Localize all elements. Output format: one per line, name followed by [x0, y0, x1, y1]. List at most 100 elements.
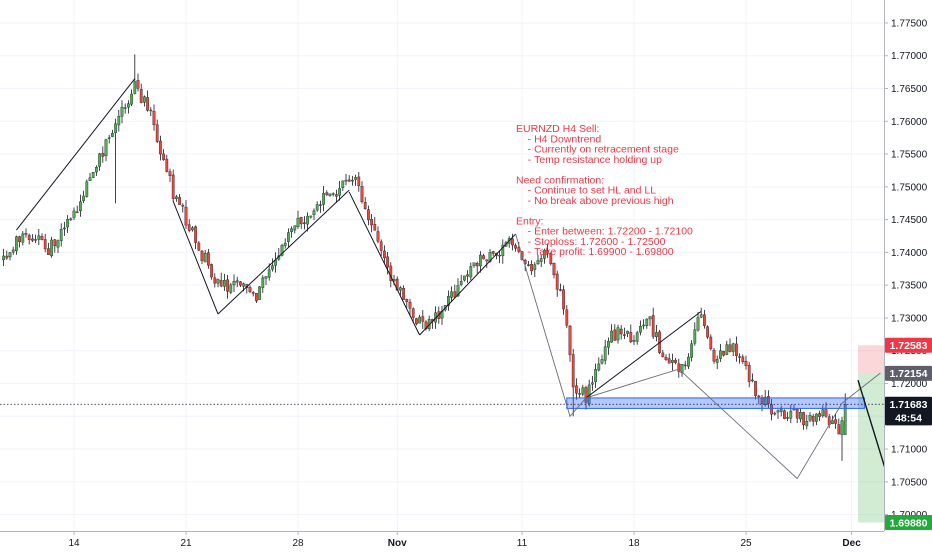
candle[interactable] [565, 305, 569, 329]
candle[interactable] [680, 363, 684, 377]
candle[interactable] [130, 89, 133, 106]
candle[interactable] [255, 293, 258, 304]
candle[interactable] [111, 129, 114, 138]
trend-line[interactable] [172, 201, 219, 315]
candle[interactable] [152, 104, 156, 131]
candle[interactable] [293, 225, 297, 234]
candle[interactable] [834, 413, 837, 429]
candle[interactable] [459, 274, 463, 287]
candle[interactable] [767, 390, 770, 409]
candle[interactable] [555, 270, 559, 297]
candle[interactable] [85, 179, 89, 198]
candle[interactable] [482, 253, 485, 260]
candle[interactable] [213, 273, 217, 288]
candle[interactable] [319, 200, 322, 213]
candle[interactable] [117, 109, 121, 132]
candle[interactable] [72, 207, 76, 220]
candle[interactable] [616, 324, 620, 344]
candle[interactable] [843, 393, 847, 435]
candle[interactable] [306, 212, 309, 232]
candle[interactable] [5, 250, 9, 260]
candle[interactable] [162, 149, 165, 161]
candle[interactable] [347, 175, 351, 182]
candle[interactable] [248, 285, 252, 294]
candle[interactable] [725, 340, 729, 356]
candle[interactable] [24, 228, 28, 238]
candle[interactable] [66, 215, 69, 234]
candle[interactable] [34, 234, 37, 244]
candle[interactable] [597, 357, 601, 372]
candle[interactable] [341, 180, 345, 192]
candle[interactable] [379, 239, 383, 257]
candle[interactable] [373, 216, 377, 231]
candle[interactable] [274, 252, 277, 273]
candle[interactable] [411, 307, 415, 323]
candle[interactable] [792, 404, 796, 411]
candle[interactable] [651, 307, 655, 339]
candle[interactable] [363, 197, 367, 210]
candle[interactable] [450, 286, 453, 302]
candle[interactable] [178, 194, 181, 205]
candle[interactable] [751, 373, 754, 383]
text-annotation[interactable]: EURNZD H4 Sell: - H4 Downtrend - Current… [516, 123, 693, 258]
candle[interactable] [229, 283, 233, 295]
candle[interactable] [290, 226, 293, 238]
candle[interactable] [667, 353, 671, 364]
candle[interactable] [533, 262, 537, 278]
candle[interactable] [322, 185, 325, 212]
candle[interactable] [223, 273, 226, 291]
candle[interactable] [296, 210, 300, 229]
candle[interactable] [600, 354, 604, 365]
candle[interactable] [69, 217, 73, 222]
candle[interactable] [11, 246, 15, 255]
candle[interactable] [2, 248, 5, 267]
candle[interactable] [712, 347, 716, 364]
candle[interactable] [536, 254, 540, 265]
candle[interactable] [664, 354, 668, 361]
candle[interactable] [197, 240, 201, 252]
candle[interactable] [210, 263, 213, 280]
candle[interactable] [149, 107, 153, 116]
candle[interactable] [578, 388, 581, 398]
candle[interactable] [325, 190, 329, 196]
candle[interactable] [8, 252, 12, 261]
candle[interactable] [47, 242, 50, 255]
candle[interactable] [683, 360, 687, 370]
candle[interactable] [549, 251, 553, 266]
candle[interactable] [63, 221, 66, 236]
candle[interactable] [219, 272, 223, 288]
candle[interactable] [79, 194, 82, 217]
candle[interactable] [194, 225, 197, 250]
candle[interactable] [731, 342, 735, 356]
candle[interactable] [773, 411, 777, 416]
trend-line[interactable] [348, 191, 421, 336]
candle[interactable] [31, 234, 34, 243]
candle[interactable] [418, 314, 421, 324]
candle[interactable] [757, 394, 761, 405]
candle[interactable] [479, 251, 482, 273]
candle[interactable] [82, 190, 85, 203]
candle[interactable] [203, 250, 207, 263]
candle[interactable] [623, 327, 626, 340]
candle[interactable] [706, 325, 709, 339]
candle[interactable] [466, 270, 469, 283]
candle[interactable] [181, 203, 185, 213]
projection-path[interactable] [515, 233, 881, 480]
candle[interactable] [309, 215, 313, 219]
candle[interactable] [671, 353, 674, 371]
candle[interactable] [232, 274, 236, 293]
candle[interactable] [258, 285, 261, 300]
candle[interactable] [287, 228, 290, 248]
candle[interactable] [37, 229, 41, 245]
candle[interactable] [456, 278, 460, 297]
candle[interactable] [498, 250, 501, 264]
candle[interactable] [626, 330, 629, 337]
candle[interactable] [184, 200, 188, 230]
candle[interactable] [741, 354, 745, 364]
candle[interactable] [146, 90, 149, 112]
candle[interactable] [27, 233, 31, 245]
candle[interactable] [136, 73, 140, 92]
candle[interactable] [475, 261, 479, 274]
